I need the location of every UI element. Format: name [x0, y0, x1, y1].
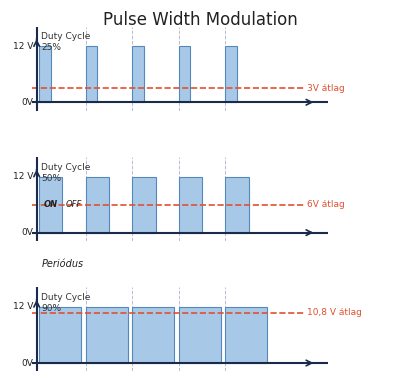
Text: Pulse Width Modulation: Pulse Width Modulation [103, 11, 297, 29]
Bar [132, 46, 144, 102]
Text: Duty Cycle
90%: Duty Cycle 90% [41, 293, 91, 313]
Bar [86, 46, 97, 102]
Text: Duty Cycle
50%: Duty Cycle 50% [41, 163, 91, 183]
Text: 12 V: 12 V [13, 302, 33, 312]
Text: 6V átlag: 6V átlag [307, 200, 345, 209]
Bar [86, 307, 128, 363]
Bar [179, 307, 221, 363]
Text: 12 V: 12 V [13, 172, 33, 181]
Text: 0V: 0V [22, 228, 33, 237]
Text: ON: ON [44, 200, 58, 209]
Text: 3V átlag: 3V átlag [307, 84, 345, 93]
Text: OFF: OFF [66, 200, 82, 209]
Bar [86, 177, 109, 233]
Bar [132, 177, 156, 233]
Text: 0V: 0V [22, 359, 33, 368]
Bar [226, 46, 237, 102]
Bar [179, 46, 190, 102]
Bar [39, 177, 62, 233]
Text: 10,8 V átlag: 10,8 V átlag [307, 308, 362, 317]
Bar [39, 307, 81, 363]
Bar [179, 177, 202, 233]
Text: Periódus: Periódus [41, 259, 83, 269]
Bar [132, 307, 174, 363]
Bar [39, 46, 51, 102]
Text: 0V: 0V [22, 98, 33, 107]
Bar [226, 177, 249, 233]
Text: 12 V: 12 V [13, 42, 33, 51]
Text: Duty Cycle
25%: Duty Cycle 25% [41, 32, 91, 52]
Bar [226, 307, 268, 363]
